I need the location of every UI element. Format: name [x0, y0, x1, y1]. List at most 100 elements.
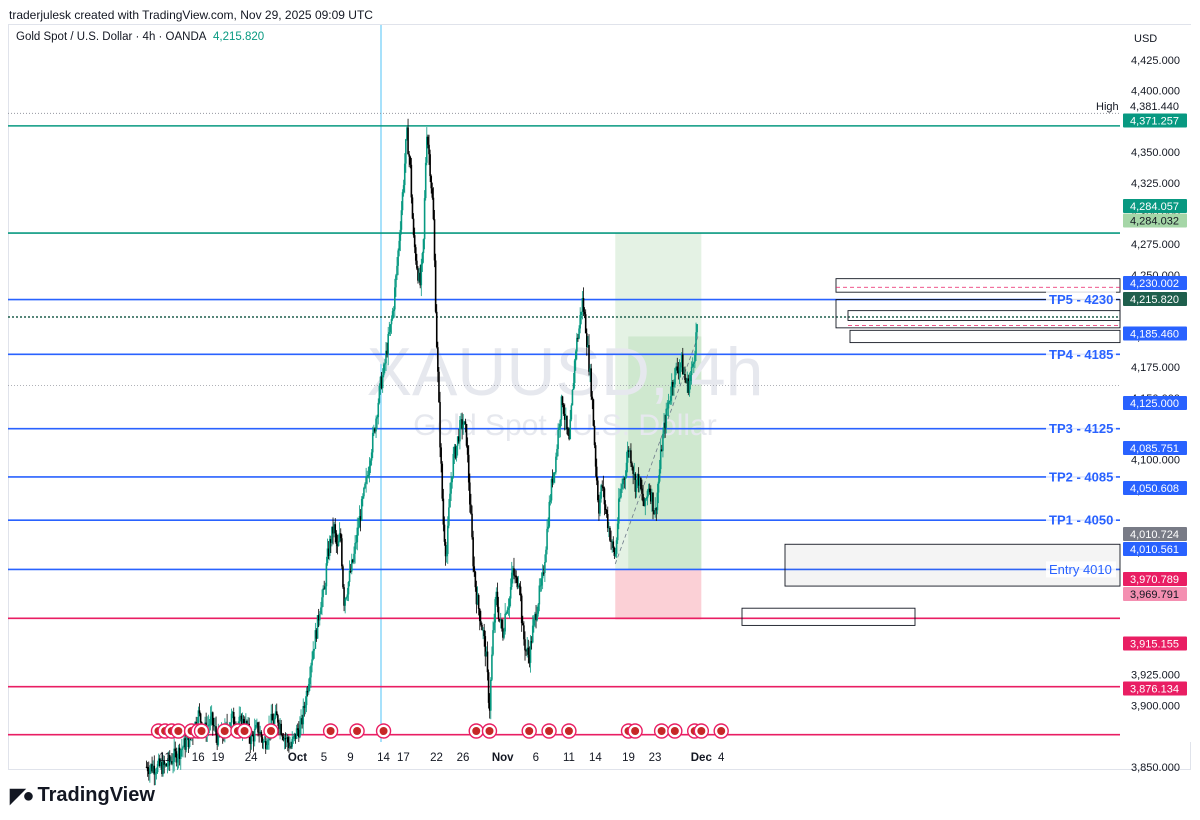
candle-body [452, 453, 455, 477]
candle-body [648, 488, 651, 493]
candle-body [411, 197, 414, 219]
candle-body [432, 197, 435, 220]
candle-body [321, 597, 323, 608]
candle-body [358, 516, 361, 528]
candle-body [537, 604, 540, 614]
candle-body [440, 447, 442, 464]
candle-body [558, 427, 561, 430]
economic-event-flag-dot [525, 727, 534, 735]
economic-event-flag-dot [267, 727, 276, 735]
symbol-title: Gold Spot / U.S. Dollar · 4h · OANDA [16, 31, 206, 43]
candle-body [279, 723, 281, 729]
candle-body [472, 537, 474, 567]
candle-body [598, 500, 600, 514]
candle-body [670, 382, 673, 397]
candle-body [198, 710, 201, 714]
candle-body [176, 757, 179, 763]
economic-event-flag-dot [379, 727, 388, 735]
candle-body [541, 572, 544, 579]
candle-body [587, 345, 589, 348]
level-text-2: TP3 - 4125 [1049, 421, 1113, 436]
candle-body [197, 710, 200, 726]
candle-body [615, 540, 618, 555]
economic-event-flag-dot [472, 727, 481, 735]
price-label-grey [1123, 527, 1187, 541]
candle-body [253, 728, 256, 742]
candle-body [616, 523, 619, 541]
candle-body [154, 773, 157, 775]
economic-event-flag-dot [240, 727, 249, 735]
candle-body [229, 722, 232, 727]
candle-body [694, 354, 696, 363]
candle-body [674, 368, 676, 385]
candle-body [257, 722, 259, 733]
candle-body [181, 748, 183, 751]
candle-body [342, 566, 344, 588]
candle-body [344, 598, 346, 606]
candle-body [239, 715, 242, 717]
candle-body [495, 591, 498, 600]
candle-body [162, 760, 164, 775]
candle-body [347, 581, 350, 595]
candle-body [409, 156, 412, 165]
economic-event-flag-dot [174, 727, 183, 735]
candle-body [406, 127, 408, 140]
candle-body [466, 445, 469, 455]
candle-body [649, 492, 652, 502]
candle-body [567, 429, 569, 436]
candle-body [173, 748, 175, 762]
price-label-pink [1123, 587, 1187, 601]
candle-body [595, 466, 598, 481]
candle-body [469, 482, 471, 505]
candle-body [582, 297, 585, 312]
candle-body [669, 396, 672, 401]
candle-body [217, 731, 220, 745]
candle-body [581, 297, 584, 312]
candle-body [163, 760, 166, 766]
candle-body [146, 766, 149, 772]
candle-body [277, 715, 279, 723]
candle-body [420, 264, 423, 286]
candle-body [686, 378, 688, 383]
candle-body [589, 368, 591, 372]
candle-body [473, 566, 476, 572]
candle-body [335, 533, 338, 545]
candle-body [354, 542, 356, 554]
candle-body [294, 733, 297, 739]
candle-body [365, 476, 367, 484]
price-axis: USD 4,425.000 4,400.000 4,350.000 4,325.000 4… [1096, 25, 1191, 774]
candle-body [318, 613, 321, 621]
candle-body [599, 498, 601, 514]
candle-body [303, 706, 306, 708]
price-label-text: 4,230.002 [1130, 278, 1179, 290]
time-tick-label: 9 [347, 752, 353, 764]
candle-body [687, 378, 690, 393]
price-tick-label: 4,400.000 [1131, 86, 1180, 98]
candle-body [548, 501, 551, 527]
candle-body [419, 272, 421, 286]
candle-body [585, 333, 588, 348]
candle-body [377, 402, 380, 418]
candle-body [179, 750, 182, 759]
price-label-blue [1123, 542, 1187, 556]
candle-body [429, 154, 431, 177]
time-tick-label: 26 [457, 752, 470, 764]
candle-body [289, 746, 291, 749]
candle-body [376, 417, 378, 419]
economic-event-flag-dot [353, 727, 362, 735]
candle-body [155, 772, 158, 774]
candle-body [560, 396, 563, 420]
candle-body [150, 764, 152, 769]
candle-body [165, 763, 168, 767]
candle-body [545, 549, 547, 563]
candle-body [408, 154, 410, 157]
candle-body [295, 728, 298, 739]
candle-body [292, 736, 295, 739]
candle-body [502, 628, 504, 638]
candle-body [161, 762, 163, 775]
candle-body [341, 538, 343, 567]
tradingview-logo[interactable]: ◤● TradingView [10, 783, 155, 808]
time-axis: 11 16 19 24 Oct 5 9 14 17 22 26 Nov 6 11 14 19 23 Dec 4 [159, 752, 725, 764]
candle-body [451, 476, 453, 483]
